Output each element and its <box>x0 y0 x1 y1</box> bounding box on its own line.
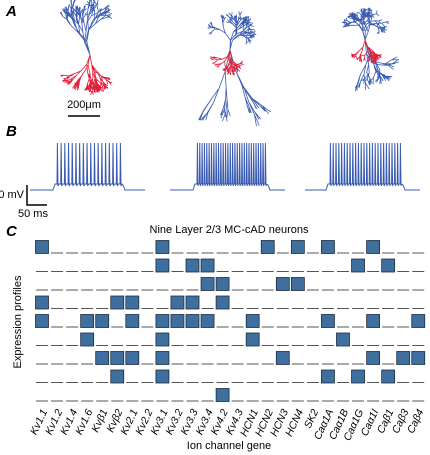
expression-square <box>35 314 49 328</box>
expression-square <box>275 351 290 365</box>
expression-square <box>411 314 426 328</box>
expression-matrix: Kv1.1Kv1.2Kv1.4Kv1.6Kvβ1Kvβ2Kv2.1Kv2.2Kv… <box>28 240 427 443</box>
neuron-morphologies <box>59 0 400 127</box>
expression-square <box>366 314 381 328</box>
neurite <box>198 49 271 127</box>
expression-square <box>366 240 381 254</box>
expression-square <box>215 388 230 402</box>
expression-square <box>321 240 335 254</box>
expression-square <box>336 332 350 347</box>
expression-square <box>95 314 110 328</box>
expression-square <box>185 295 200 310</box>
expression-square <box>155 314 170 328</box>
expression-square <box>200 277 215 291</box>
scale-bar <box>26 185 47 206</box>
expression-square <box>110 295 125 310</box>
expression-square <box>155 240 170 254</box>
expression-square <box>351 369 365 384</box>
expression-square <box>155 351 170 365</box>
expression-square <box>381 369 396 384</box>
expression-square <box>245 332 260 347</box>
neurite <box>59 0 113 56</box>
panel-label: C <box>6 223 18 240</box>
expression-square <box>35 295 49 310</box>
expression-square <box>170 314 185 328</box>
neurite <box>350 39 382 64</box>
expression-square <box>125 351 140 365</box>
voltage-trace <box>305 142 420 191</box>
expression-square <box>185 258 200 273</box>
expression-square <box>215 295 230 310</box>
y-axis-label: Expression profiles <box>12 275 24 368</box>
expression-square <box>245 314 260 328</box>
expression-square <box>321 314 335 328</box>
expression-square <box>321 369 335 384</box>
expression-square <box>125 314 140 328</box>
expression-square <box>110 369 125 384</box>
expression-square <box>155 332 170 347</box>
expression-square <box>215 277 230 291</box>
neurite <box>207 11 257 51</box>
matrix-title: Nine Layer 2/3 MC-cAD neurons <box>150 224 309 236</box>
expression-square <box>290 240 305 254</box>
voltage-trace <box>170 142 285 191</box>
expression-square <box>200 258 215 273</box>
expression-square <box>95 351 110 365</box>
x-axis-label: Ion channel gene <box>187 440 271 452</box>
scale-label: 20 mV <box>0 189 25 201</box>
expression-square <box>35 240 49 254</box>
expression-square <box>170 295 185 310</box>
neurite <box>60 54 113 96</box>
expression-square <box>185 314 200 328</box>
expression-square <box>275 277 290 291</box>
expression-square <box>155 258 170 273</box>
expression-square <box>260 240 275 254</box>
expression-square <box>366 351 381 365</box>
expression-square <box>80 314 95 328</box>
expression-square <box>155 369 170 384</box>
scale-label: 200μm <box>67 99 101 111</box>
expression-square <box>110 351 125 365</box>
neurite <box>209 49 245 76</box>
panel-label: A <box>5 3 17 20</box>
expression-square <box>290 277 305 291</box>
voltage-traces <box>30 142 420 191</box>
expression-square <box>396 351 411 365</box>
panel-label: B <box>6 123 17 140</box>
expression-square <box>125 295 140 310</box>
expression-square <box>80 332 95 347</box>
voltage-trace <box>30 142 145 191</box>
expression-square <box>351 258 365 273</box>
expression-square <box>411 351 426 365</box>
expression-square <box>200 314 215 328</box>
expression-square <box>381 258 396 273</box>
scale-label: 50 ms <box>18 208 48 220</box>
neurite <box>342 7 389 41</box>
